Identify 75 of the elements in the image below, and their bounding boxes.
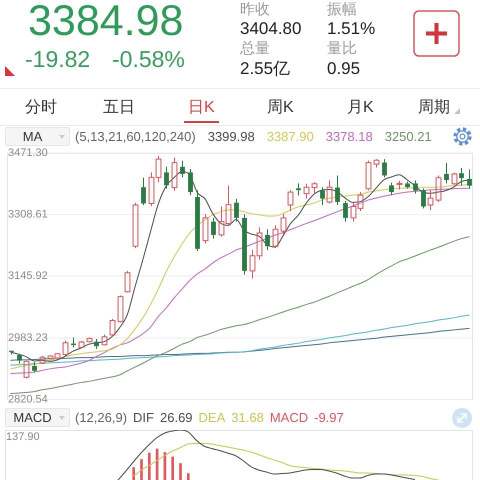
candlestick <box>265 228 270 251</box>
y-tick-label: 3145.92 <box>8 270 48 282</box>
candlestick <box>288 190 294 212</box>
candlestick <box>94 338 99 350</box>
legend-title: (12,26,9) <box>75 410 128 425</box>
candlestick <box>32 362 37 373</box>
bar <box>179 463 182 480</box>
y-tick-label: 3308.61 <box>8 208 48 221</box>
candlestick <box>195 190 200 252</box>
candlestick <box>164 166 169 190</box>
text: 周K <box>267 99 294 116</box>
candlestick <box>459 167 464 186</box>
series-label: DEA <box>198 410 226 425</box>
text: 日K <box>188 99 215 116</box>
text: MACD <box>270 410 308 425</box>
text: 3404.80 <box>240 19 302 38</box>
candlestick <box>467 168 472 190</box>
text: 0.95 <box>327 59 360 78</box>
bar <box>171 456 174 480</box>
text: 3399.98 <box>208 129 255 144</box>
candlestick <box>413 180 418 194</box>
text: 1.51% <box>327 19 376 38</box>
line-series <box>10 328 470 361</box>
series-label: DIF <box>133 410 154 425</box>
text: 3378.18 <box>326 129 373 144</box>
candlestick <box>343 200 348 222</box>
y-tick-label: 2983.23 <box>8 332 48 344</box>
bar <box>164 452 166 480</box>
text: 周期 <box>418 99 450 116</box>
dropdown-box: MACD <box>5 408 70 427</box>
candlestick <box>180 160 185 178</box>
text: 量比 <box>327 40 357 57</box>
text: 总量 <box>240 40 270 57</box>
bar <box>156 448 158 480</box>
bar <box>148 452 151 480</box>
text: 五日 <box>103 99 135 116</box>
text: 2.55亿 <box>240 59 290 78</box>
candlestick <box>335 174 340 206</box>
candlestick <box>234 198 239 222</box>
y-tick-label: 3471.30 <box>8 147 48 160</box>
text: 31.68 <box>231 410 264 425</box>
dropdown-box: MA <box>5 127 70 146</box>
text: -19.82 <box>25 46 90 72</box>
candlestick <box>382 158 387 178</box>
candlestick <box>9 350 14 356</box>
candlestick <box>211 217 216 240</box>
candlestick <box>17 353 22 364</box>
legend-title: (5,13,21,60,120,240) <box>75 129 196 144</box>
candlestick <box>71 337 76 348</box>
text: 月K <box>347 99 374 116</box>
text: 振幅 <box>327 1 357 18</box>
candlestick <box>389 182 394 196</box>
candlestick <box>242 214 247 276</box>
text: 26.69 <box>160 410 193 425</box>
candlestick <box>280 214 286 236</box>
candlestick <box>444 162 449 184</box>
bar <box>186 473 190 480</box>
line-series <box>10 236 470 394</box>
candlestick <box>405 181 410 190</box>
text: 昨收 <box>240 1 270 18</box>
line-series <box>10 314 470 366</box>
text: -9.97 <box>314 410 344 425</box>
candlestick <box>428 188 434 211</box>
candlestick <box>141 177 146 206</box>
text: 分时 <box>25 99 57 116</box>
text: 3387.90 <box>266 129 314 144</box>
candlestick <box>421 188 426 209</box>
y-tick-label: 2820.54 <box>8 393 48 406</box>
text: 3250.21 <box>384 129 432 144</box>
text: -0.58% <box>112 46 185 72</box>
annotation: 137.90 <box>6 431 40 443</box>
candlestick <box>320 186 325 206</box>
candlestick <box>188 168 193 196</box>
bar <box>140 459 143 480</box>
text: 3384.98 <box>28 0 184 45</box>
